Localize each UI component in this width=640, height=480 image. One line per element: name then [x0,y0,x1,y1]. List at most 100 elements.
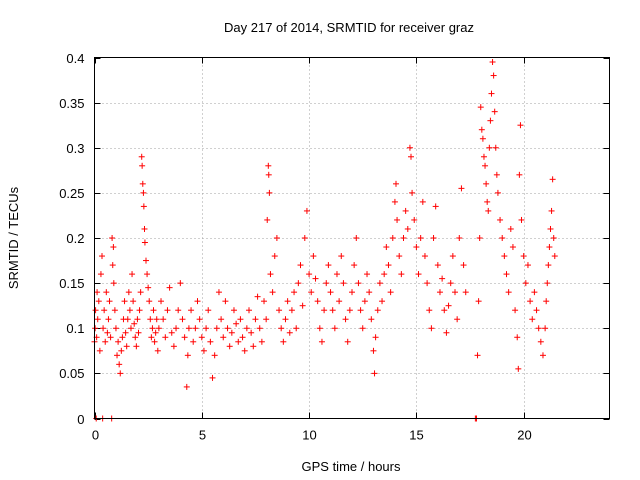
data-point [117,370,124,377]
data-point [482,162,489,169]
data-point [222,298,229,305]
data-point [110,280,117,287]
data-point [398,271,405,278]
data-point [188,307,195,314]
data-point [359,325,366,332]
data-point [140,203,147,210]
data-point [406,144,413,151]
data-point [516,171,523,178]
data-point [104,329,111,336]
data-point [421,253,428,260]
data-point [518,216,525,223]
plot-frame [94,57,610,419]
data-point [207,338,214,345]
data-point [549,176,556,183]
data-point [547,225,554,232]
data-point [162,334,169,341]
data-point [228,329,235,336]
data-point [303,207,310,214]
data-point [474,352,481,359]
data-point [503,271,510,278]
data-point [147,316,154,323]
chart-title: Day 217 of 2014, SRMTID for receiver gra… [224,20,474,35]
data-point [316,325,323,332]
data-point [404,225,411,232]
data-point [148,334,155,341]
data-point [239,334,246,341]
data-point [424,280,431,287]
data-point [426,307,433,314]
data-point [544,280,551,287]
data-point [331,325,338,332]
data-point [458,185,465,192]
data-point [109,235,116,241]
data-point [116,361,123,368]
data-point [527,298,534,305]
data-point [460,262,467,269]
data-point [493,171,500,178]
data-point [340,280,347,287]
data-point [351,262,358,269]
data-point [114,352,121,359]
data-point [166,284,173,291]
data-point [383,244,390,251]
data-point [454,316,461,323]
data-point [118,347,125,354]
data-point [436,289,443,296]
data-point [280,338,287,345]
data-point [447,280,454,287]
data-point [284,298,291,305]
data-point [121,298,128,305]
data-point [411,216,418,223]
data-point [545,262,552,269]
data-point [543,298,550,305]
y-tick-label: 0.4 [66,51,84,66]
grid-lines [94,57,610,419]
data-point [297,262,304,269]
data-point [196,316,203,323]
data-point [485,207,492,214]
data-point [160,316,167,323]
data-point [542,325,549,332]
data-point [123,343,130,350]
data-point [94,316,101,323]
data-point [344,338,351,345]
data-point [478,126,485,133]
data-point [295,280,302,287]
data-point [293,325,300,332]
data-point [106,298,113,305]
data-point [520,253,527,260]
data-point [129,271,136,278]
data-point [333,271,340,278]
data-point [441,307,448,314]
data-point [342,316,349,323]
data-point [263,316,270,323]
data-point [499,235,506,241]
data-point [139,180,146,187]
data-point [278,325,285,332]
data-point [531,289,538,296]
data-point [325,262,332,269]
data-point [136,307,143,314]
data-point [522,280,529,287]
data-point [489,59,496,66]
data-point [261,298,268,305]
data-point [173,325,180,332]
data-point [306,271,313,278]
data-point [115,338,122,345]
data-point [258,338,265,345]
data-point [483,180,490,187]
data-point [145,284,152,291]
data-point [153,316,160,323]
data-point [131,320,138,327]
data-point [190,338,197,345]
data-point [243,325,250,332]
data-point [94,289,101,296]
data-point [125,289,132,296]
x-tick-label: 15 [409,428,423,443]
data-point [226,343,233,350]
data-point [535,325,542,332]
data-point [308,289,315,296]
data-point [497,216,504,223]
